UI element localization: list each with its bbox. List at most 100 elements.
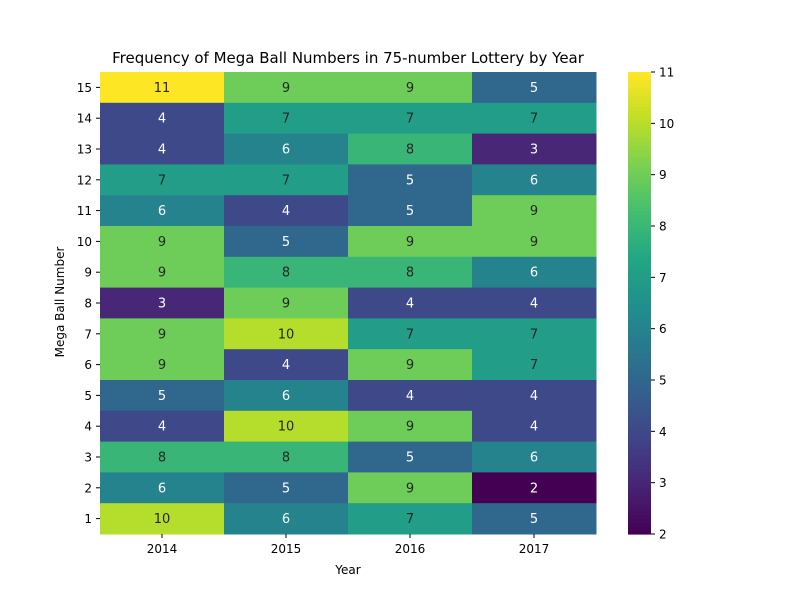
heatmap-cell xyxy=(348,441,473,473)
cell-value-label: 9 xyxy=(406,235,414,250)
colorbar-segment xyxy=(628,322,651,327)
y-tick-label: 9 xyxy=(84,266,92,280)
heatmap-cell xyxy=(224,380,349,412)
colorbar-segment xyxy=(628,172,651,177)
cell-value-label: 5 xyxy=(406,204,414,219)
heatmap-cell xyxy=(472,349,597,381)
colorbar-segment xyxy=(628,229,651,235)
heatmap-cell xyxy=(472,472,597,504)
cell-value-label: 6 xyxy=(530,266,538,281)
heatmap-cell xyxy=(100,102,225,135)
colorbar-segment xyxy=(628,464,651,470)
colorbar-segment xyxy=(628,491,651,497)
heatmap-cell xyxy=(100,256,225,289)
cell-value-label: 7 xyxy=(282,112,290,127)
colorbar-segment xyxy=(628,360,651,366)
cell-value-label: 7 xyxy=(530,327,538,342)
cell-value-label: 4 xyxy=(282,358,290,373)
colorbar-segment xyxy=(628,457,651,462)
cell-value-label: 4 xyxy=(406,389,414,404)
colorbar-segment xyxy=(628,507,651,512)
colorbar-segment xyxy=(628,156,651,162)
colorbar-segment xyxy=(628,337,651,343)
colorbar-segment xyxy=(628,499,651,504)
heatmap-cell xyxy=(472,133,597,165)
colorbar-segment xyxy=(628,241,651,246)
cell-value-label: 5 xyxy=(530,81,538,96)
colorbar-segment xyxy=(628,252,651,258)
heatmap-cell xyxy=(224,256,349,289)
heatmap-cell xyxy=(472,441,597,473)
colorbar-segment xyxy=(628,183,651,189)
colorbar-tick-label: 11 xyxy=(659,66,674,80)
colorbar-segment xyxy=(628,460,651,466)
heatmap-cell xyxy=(100,195,225,227)
cell-value-label: 8 xyxy=(406,266,414,281)
cell-value-label: 5 xyxy=(158,389,166,404)
colorbar-segment xyxy=(628,87,651,92)
heatmap-cell xyxy=(472,318,597,350)
cell-value-label: 4 xyxy=(158,112,166,127)
colorbar-segment xyxy=(628,160,651,165)
heatmap-cell xyxy=(472,287,597,319)
colorbar-segment xyxy=(628,418,651,423)
colorbar-segment xyxy=(628,133,651,139)
cell-value-label: 7 xyxy=(406,112,414,127)
cell-value-label: 4 xyxy=(406,297,414,312)
heatmap-cell xyxy=(100,72,225,104)
cell-value-label: 4 xyxy=(158,143,166,158)
heatmap-cells: 11 9 9 5 4 7 7 7 4 6 8 3 7 7 5 6 6 4 5 9 9 5 9 9 9 8 8 6 3 9 4 4 9 10 7 7 9 4… xyxy=(100,72,597,535)
heatmap-cell xyxy=(100,503,225,535)
colorbar-segment xyxy=(628,276,651,281)
colorbar-segment xyxy=(628,187,651,192)
heatmap-cell xyxy=(348,287,473,319)
colorbar-segment xyxy=(628,202,651,208)
cell-value-label: 4 xyxy=(158,420,166,435)
colorbar-segment xyxy=(628,299,651,304)
colorbar-segment xyxy=(628,329,651,335)
colorbar-segment xyxy=(628,399,651,404)
cell-value-label: 9 xyxy=(282,81,290,96)
cell-value-label: 9 xyxy=(406,358,414,373)
heatmap-cell xyxy=(224,349,349,381)
heatmap-cell xyxy=(224,226,349,258)
colorbar-segment xyxy=(628,395,651,400)
heatmap-cell xyxy=(472,380,597,412)
colorbar-segment xyxy=(628,514,651,520)
cell-value-label: 5 xyxy=(282,235,290,250)
cell-value-label: 9 xyxy=(406,81,414,96)
colorbar-segment xyxy=(628,356,651,362)
cell-value-label: 9 xyxy=(282,297,290,312)
colorbar-segment xyxy=(628,199,651,204)
cell-value-label: 5 xyxy=(406,451,414,466)
colorbar-segment xyxy=(628,345,651,350)
colorbar-segment xyxy=(628,449,651,454)
colorbar-segment xyxy=(628,503,651,508)
colorbar-segment xyxy=(628,480,651,485)
colorbar-segment xyxy=(628,372,651,377)
chart-title: Frequency of Mega Ball Numbers in 75-num… xyxy=(112,49,585,67)
y-tick-label: 4 xyxy=(84,420,92,434)
colorbar-tick-label: 7 xyxy=(659,271,667,285)
colorbar-segment xyxy=(628,83,651,88)
cell-value-label: 10 xyxy=(278,327,295,342)
y-tick-label: 13 xyxy=(77,143,92,157)
cell-value-label: 3 xyxy=(530,143,538,158)
y-tick-label: 10 xyxy=(77,235,92,249)
colorbar-segment xyxy=(628,376,651,381)
cell-value-label: 9 xyxy=(158,266,166,281)
colorbar-tick-label: 8 xyxy=(659,220,667,234)
colorbar-segment xyxy=(628,256,651,262)
heatmap-cell xyxy=(472,72,597,104)
heatmap-cell xyxy=(100,287,225,319)
cell-value-label: 8 xyxy=(158,451,166,466)
colorbar-segment xyxy=(628,430,651,435)
colorbar-tick-label: 9 xyxy=(659,168,667,182)
heatmap-cell xyxy=(224,318,349,350)
colorbar-segment xyxy=(628,118,651,123)
colorbar-segment xyxy=(628,472,651,477)
x-axis-title: Year xyxy=(334,563,360,577)
y-tick-label: 6 xyxy=(84,358,92,372)
colorbar-tick-label: 5 xyxy=(659,374,667,388)
cell-value-label: 6 xyxy=(530,451,538,466)
